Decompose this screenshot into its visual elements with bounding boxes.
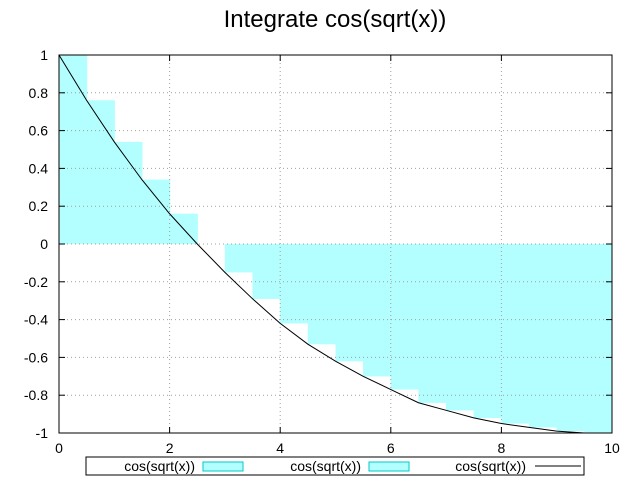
area-fill-1-13 <box>418 244 447 403</box>
y-tick-label-0: 1 <box>40 47 48 63</box>
y-tick-label-4: 0.2 <box>29 198 49 214</box>
legend-label-3: cos(sqrt(x)) <box>455 458 526 474</box>
y-tick-label-1: 0.8 <box>29 85 49 101</box>
area-fill-1-1 <box>86 100 115 244</box>
chart-title: Integrate cos(sqrt(x)) <box>224 6 447 33</box>
axis-ticks: 0 2 4 6 8 10 1 0.8 0.6 0.4 0.2 0 -0.2 -0.4 -0.6 -0.8 -1 <box>24 47 620 456</box>
area-fill-1-18 <box>556 244 585 432</box>
y-tick-label-9: -0.8 <box>24 387 48 403</box>
x-tick-label-1: 2 <box>166 440 174 456</box>
area-fill-1-19 <box>584 244 613 433</box>
area-fill-1-9 <box>307 244 336 345</box>
legend-swatch-1 <box>202 461 244 472</box>
area-fill-1-3 <box>141 179 171 244</box>
x-tick-label-3: 6 <box>387 440 395 456</box>
area-fill-1-2 <box>114 141 143 244</box>
area-fill-1-14 <box>446 244 475 411</box>
legend: cos(sqrt(x)) cos(sqrt(x)) cos(sqrt(x)) <box>85 456 585 476</box>
series-lines <box>58 54 612 434</box>
legend-label-2: cos(sqrt(x)) <box>290 458 361 474</box>
area-fill-1-10 <box>335 244 364 362</box>
area-fill-1-11 <box>363 244 392 377</box>
x-tick-label-2: 4 <box>276 440 284 456</box>
y-tick-label-10: -1 <box>36 425 49 441</box>
legend-swatch-2 <box>368 461 410 472</box>
area-fill-1-16 <box>501 244 530 424</box>
area-fill-1-15 <box>473 244 502 418</box>
area-fill-1-8 <box>280 244 309 324</box>
x-tick-label-5: 10 <box>604 440 620 456</box>
area-fill-1-17 <box>529 244 558 428</box>
x-tick-label-0: 0 <box>55 440 63 456</box>
area-fill-1-0 <box>59 55 88 244</box>
area-fill-1-6 <box>224 244 254 273</box>
legend-label-1: cos(sqrt(x)) <box>124 458 195 474</box>
area-fill-1-12 <box>390 244 419 390</box>
grid-lines <box>59 55 612 433</box>
area-fills <box>59 55 613 433</box>
series-line-2 <box>58 54 612 434</box>
y-tick-label-5: 0 <box>40 236 48 252</box>
y-tick-label-8: -0.6 <box>24 349 48 365</box>
y-tick-label-3: 0.4 <box>29 160 49 176</box>
y-tick-label-7: -0.4 <box>24 312 48 328</box>
x-tick-label-4: 8 <box>498 440 506 456</box>
area-fill-1-7 <box>252 244 281 299</box>
y-tick-label-6: -0.2 <box>24 274 48 290</box>
y-tick-label-2: 0.6 <box>29 123 49 139</box>
